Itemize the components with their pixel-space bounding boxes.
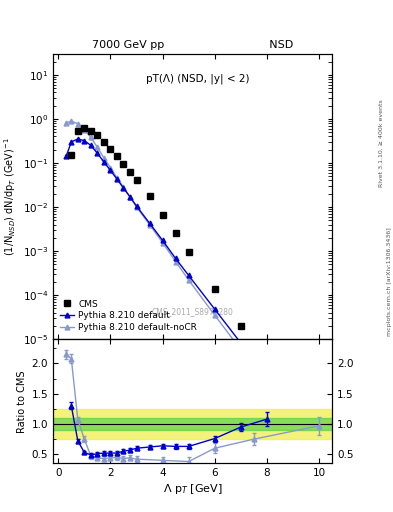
Pythia 8.210 default-noCR [147, 222, 152, 228]
Pythia 8.210 default-noCR [264, 381, 269, 388]
Pythia 8.210 default-noCR [75, 120, 80, 126]
Pythia 8.210 default-noCR [212, 312, 217, 318]
CMS [101, 139, 106, 145]
CMS [128, 169, 132, 175]
Pythia 8.210 default [121, 185, 126, 191]
Text: pT(Λ) (NSD, |y| < 2): pT(Λ) (NSD, |y| < 2) [147, 74, 250, 84]
Y-axis label: (1/N$_{NSD}$) dN/dp$_T$ (GeV)$^{-1}$: (1/N$_{NSD}$) dN/dp$_T$ (GeV)$^{-1}$ [3, 137, 18, 256]
Pythia 8.210 default [264, 374, 269, 380]
CMS [121, 161, 126, 167]
Pythia 8.210 default [317, 442, 321, 448]
Bar [53, 418, 332, 430]
CMS [75, 129, 80, 135]
CMS [264, 359, 269, 366]
Pythia 8.210 default-noCR [317, 449, 321, 455]
Pythia 8.210 default [82, 138, 87, 144]
CMS [160, 212, 165, 218]
Pythia 8.210 default-noCR [108, 165, 113, 171]
Pythia 8.210 default [69, 139, 73, 145]
Pythia 8.210 default-noCR [101, 155, 106, 161]
Line: CMS: CMS [68, 125, 270, 366]
Text: CMS_2011_S8978280: CMS_2011_S8978280 [152, 307, 233, 316]
Pythia 8.210 default [239, 340, 243, 346]
Pythia 8.210 default-noCR [69, 118, 73, 124]
Pythia 8.210 default-noCR [121, 184, 126, 190]
Pythia 8.210 default [160, 237, 165, 243]
Pythia 8.210 default [134, 203, 139, 209]
Pythia 8.210 default-noCR [239, 347, 243, 353]
Text: Rivet 3.1.10, ≥ 400k events: Rivet 3.1.10, ≥ 400k events [379, 99, 384, 187]
Pythia 8.210 default-noCR [173, 259, 178, 265]
CMS [173, 230, 178, 236]
Pythia 8.210 default [64, 154, 68, 160]
Pythia 8.210 default-noCR [128, 194, 132, 200]
X-axis label: Λ p$_T$ [GeV]: Λ p$_T$ [GeV] [163, 482, 222, 497]
Pythia 8.210 default-noCR [290, 415, 295, 421]
Pythia 8.210 default-noCR [88, 134, 93, 140]
Line: Pythia 8.210 default: Pythia 8.210 default [64, 137, 321, 447]
Pythia 8.210 default [88, 142, 93, 148]
Pythia 8.210 default [186, 272, 191, 279]
CMS [108, 146, 113, 152]
Title: 7000 GeV pp                              NSD: 7000 GeV pp NSD [92, 40, 293, 50]
Pythia 8.210 default [147, 220, 152, 226]
CMS [134, 177, 139, 183]
Pythia 8.210 default-noCR [82, 126, 87, 133]
Pythia 8.210 default [75, 136, 80, 142]
CMS [82, 125, 87, 132]
Pythia 8.210 default-noCR [95, 144, 100, 151]
CMS [69, 152, 73, 158]
Pythia 8.210 default [101, 159, 106, 165]
Pythia 8.210 default [128, 194, 132, 200]
Pythia 8.210 default [108, 167, 113, 174]
Line: Pythia 8.210 default-noCR: Pythia 8.210 default-noCR [64, 119, 321, 454]
Pythia 8.210 default [290, 408, 295, 414]
Legend: CMS, Pythia 8.210 default, Pythia 8.210 default-noCR: CMS, Pythia 8.210 default, Pythia 8.210 … [57, 297, 200, 335]
Bar [53, 409, 332, 439]
CMS [95, 133, 100, 139]
Pythia 8.210 default-noCR [134, 204, 139, 210]
CMS [212, 286, 217, 292]
Text: mcplots.cern.ch [arXiv:1306.3436]: mcplots.cern.ch [arXiv:1306.3436] [387, 227, 391, 336]
CMS [115, 153, 119, 159]
CMS [186, 249, 191, 255]
Pythia 8.210 default-noCR [64, 120, 68, 126]
Pythia 8.210 default [115, 176, 119, 182]
Pythia 8.210 default-noCR [186, 277, 191, 283]
CMS [147, 193, 152, 199]
Pythia 8.210 default [95, 151, 100, 157]
Pythia 8.210 default [212, 306, 217, 312]
CMS [239, 323, 243, 329]
Pythia 8.210 default [173, 255, 178, 262]
Pythia 8.210 default-noCR [160, 240, 165, 246]
Y-axis label: Ratio to CMS: Ratio to CMS [17, 370, 28, 433]
Pythia 8.210 default-noCR [115, 175, 119, 181]
CMS [88, 127, 93, 134]
